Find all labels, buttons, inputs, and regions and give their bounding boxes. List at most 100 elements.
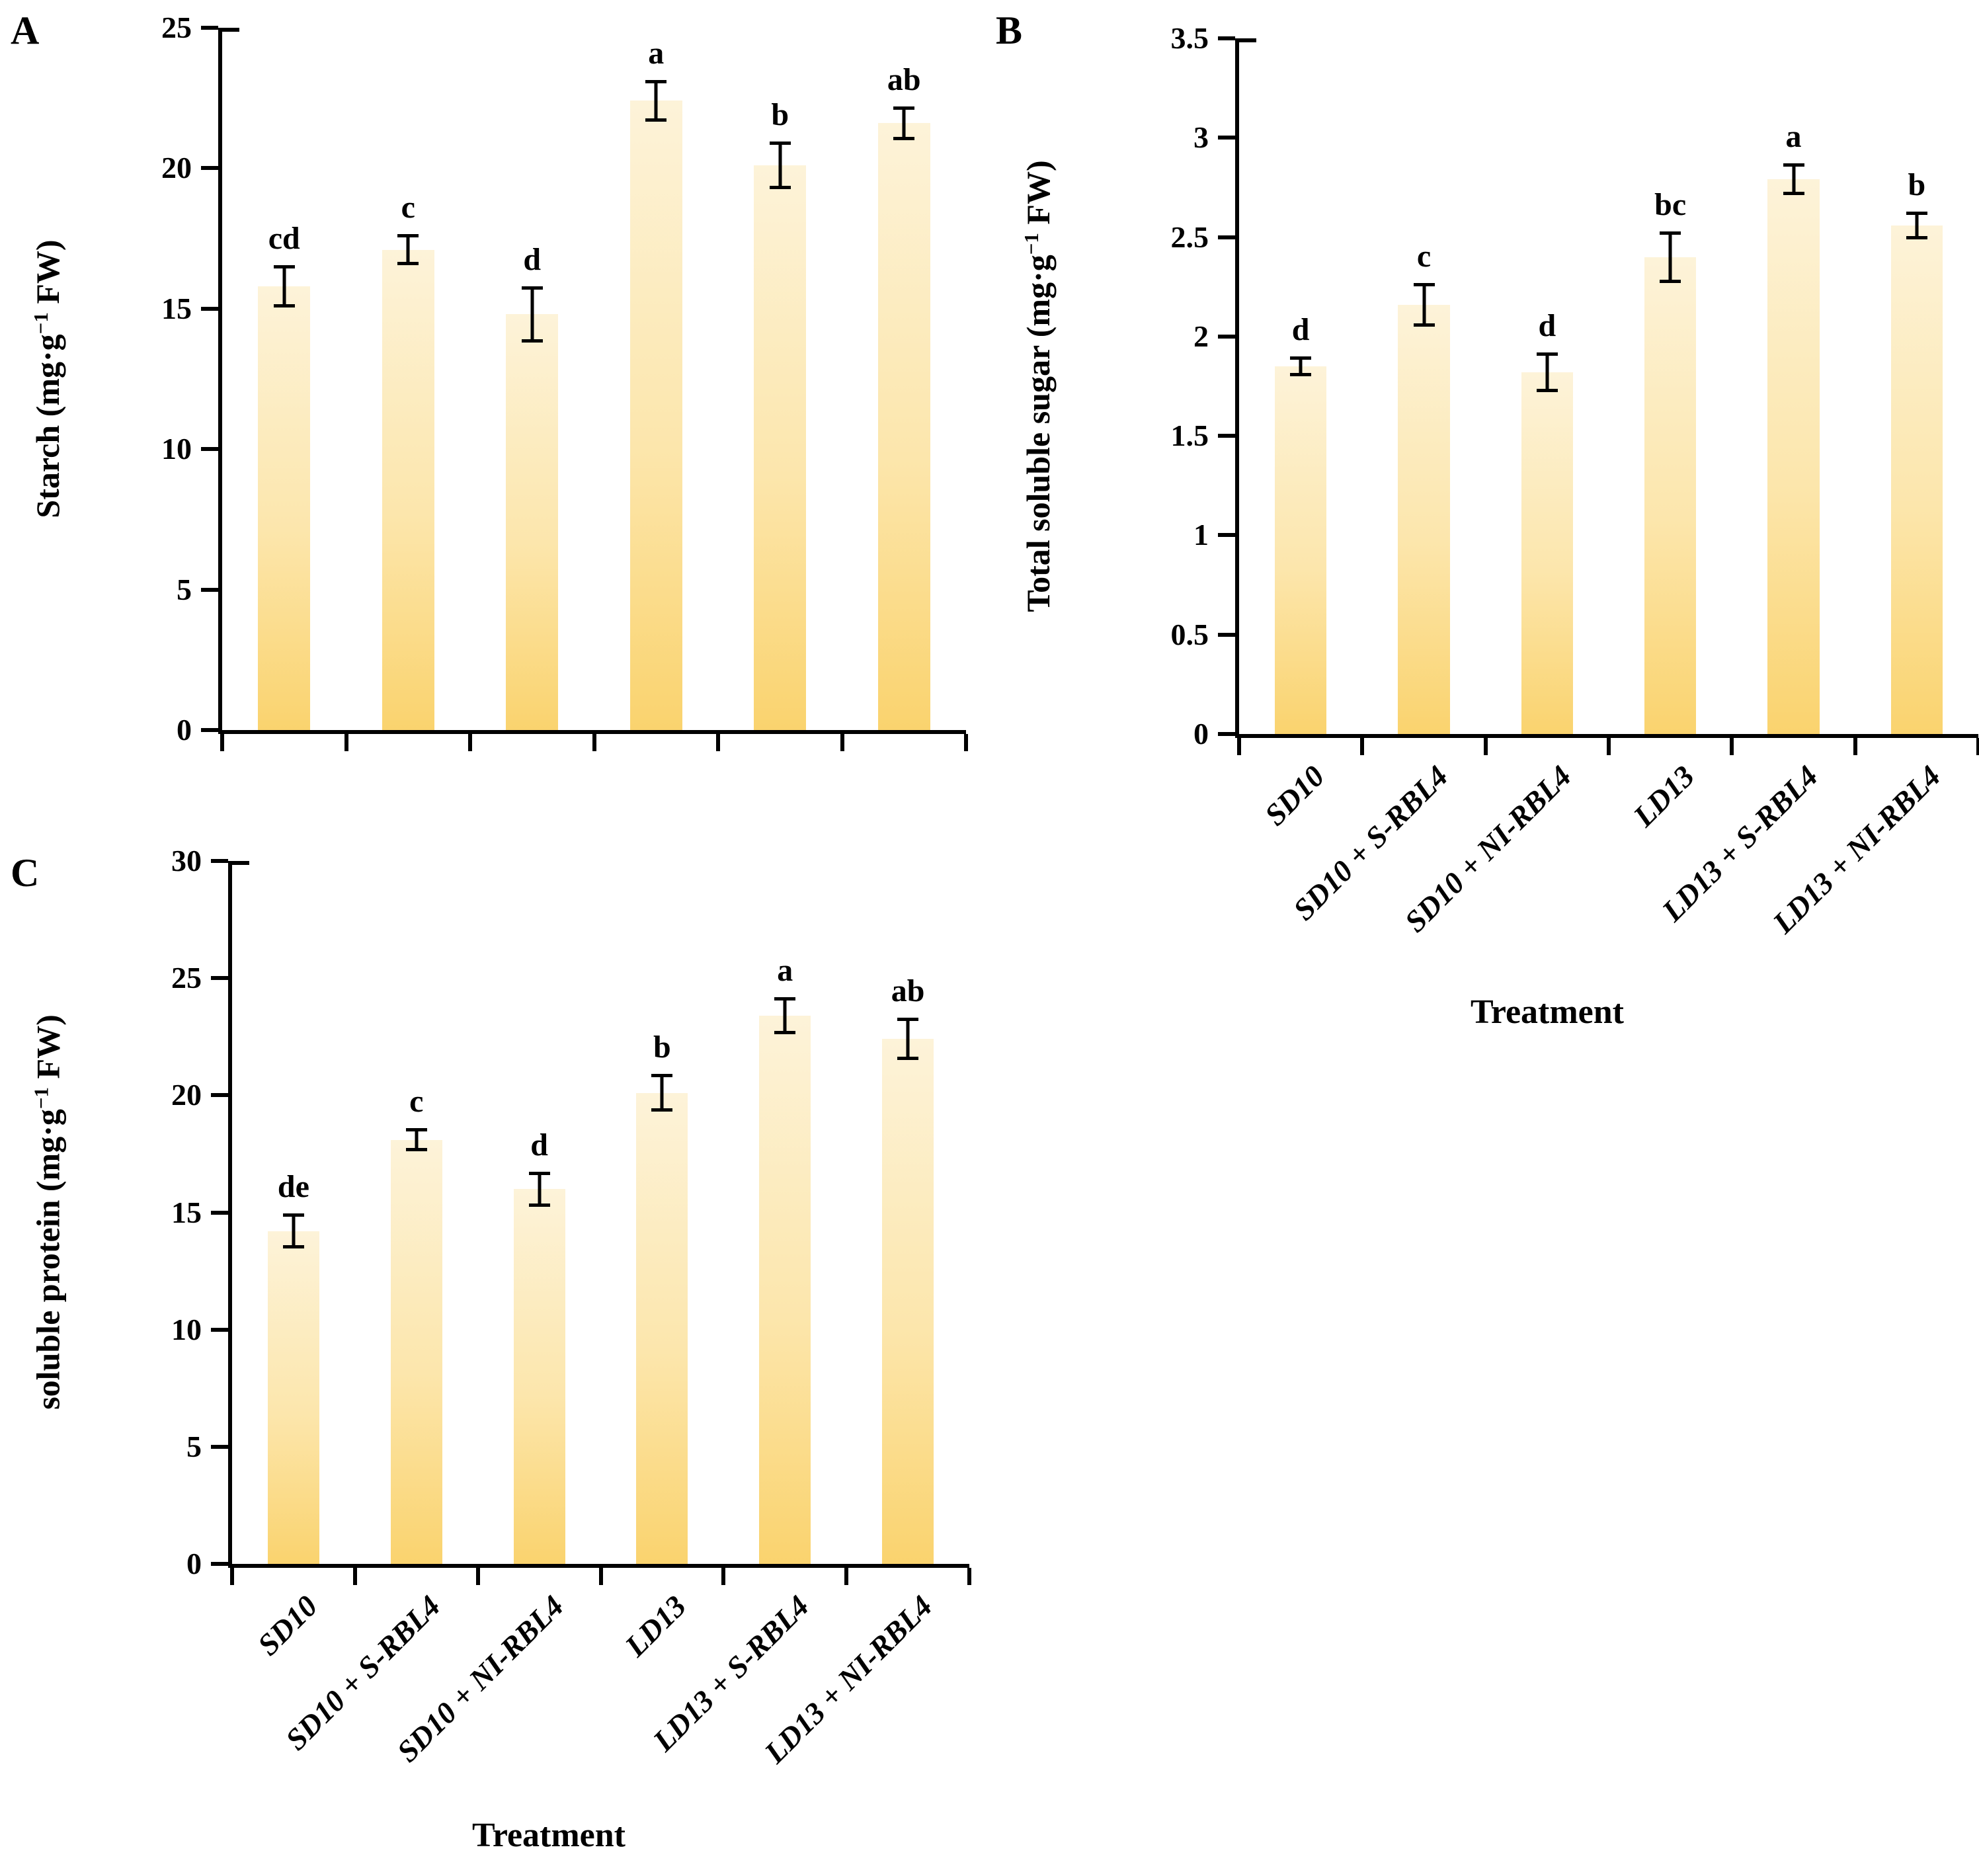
panel-a-x-tick [716,734,720,751]
panel-a: A Starch (mg·g−1 FW) 0 5 10 15 20 25 cd c d a b ab [0,0,992,846]
panel-a-y-tick [201,26,218,30]
panel-c-error-bar-line [292,1213,296,1249]
panel-a-y-axis-title-superscript: −1 [29,312,52,335]
panel-c-y-axis-endcap [232,861,249,865]
panel-c-error-bar-cap-top [282,1213,304,1217]
panel-b-y-tick [1218,533,1235,538]
panel-c-error-bar-ld13-s-rbl4 [774,997,796,1035]
panel-a-error-bar-line [530,286,534,343]
panel-c-bar-sd10-ni-rbl4 [513,1189,565,1564]
panel-c-sig-letter-ld13-ni-rbl4: ab [891,973,925,1009]
panel-b-y-tick-label: 1.5 [1170,419,1209,453]
panel-c-y-tick [211,1210,228,1215]
panel-c-error-bar-line [660,1074,664,1112]
panel-a-error-bar-cap-top [893,106,915,110]
panel-b-error-bar-cap-top [1906,211,1927,215]
panel-c-x-category-label-sd10: SD10 [251,1588,324,1662]
panel-a-sig-letter-sd10: cd [268,220,300,256]
panel-a-error-bar-line [654,79,658,122]
panel-b-bar-ld13-s-rbl4 [1767,179,1820,734]
panel-b-error-bar-ld13-ni-rbl4 [1906,211,1927,239]
panel-c-y-tick [211,1327,228,1332]
panel-c-sig-letter-ld13: b [653,1030,671,1065]
panel-c-y-axis-title-unit: FW) [29,1014,67,1087]
panel-a-error-bar-cap-bottom [397,261,419,265]
panel-c-error-bar-ld13-ni-rbl4 [897,1018,919,1061]
panel-b-y-tick-label: 1 [1193,518,1209,552]
panel-c-error-bar-cap-top [528,1171,550,1175]
panel-a-y-tick-label: 10 [161,432,192,466]
panel-c-y-tick-label: 10 [171,1312,202,1346]
panel-c-bar-sd10 [267,1231,319,1564]
panel-b-error-bar-line [1668,231,1672,283]
panel-c-bar-sd10-s-rbl4 [390,1139,442,1564]
panel-c-error-bar-cap-bottom [651,1108,673,1112]
panel-b-x-tick [1607,738,1611,755]
panel-a-y-tick-label: 15 [161,291,192,325]
panel-a-bar-sd10-s-rbl4 [382,249,434,730]
panel-a-error-bar-cap-bottom [645,118,667,122]
panel-b-x-tick [1483,738,1488,755]
panel-c-error-bar-sd10-ni-rbl4 [528,1171,550,1207]
panel-a-error-bar-cap-top [645,79,667,83]
panel-b-error-bar-cap-top [1536,352,1558,356]
panel-b-error-bar-line [1422,282,1426,327]
panel-c-bar-ld13-s-rbl4 [759,1015,811,1564]
panel-c-y-tick [211,859,228,863]
panel-c-x-tick [475,1568,480,1585]
panel-a-error-bar-sd10 [273,265,295,307]
panel-c-error-bar-ld13 [651,1074,673,1112]
panel-a-error-bar-cap-bottom [273,304,295,307]
panel-a-error-bar-cap-top [521,286,543,290]
panel-b-error-bar-cap-top [1660,231,1681,235]
panel-a-error-bar-cap-bottom [769,186,791,190]
panel-b-y-tick-label: 3 [1193,120,1209,155]
panel-a-sig-letter-ld13: a [648,35,665,71]
panel-c-y-tick [211,1562,228,1566]
panel-b-error-bar-sd10-s-rbl4 [1413,282,1435,327]
panel-b-x-tick [1853,738,1857,755]
panel-b-bar-sd10 [1275,366,1327,734]
panel-a-bar-ld13-ni-rbl4 [877,123,930,730]
panel-c-error-bar-line [783,997,787,1035]
panel-b-x-tick [1730,738,1734,755]
panel-b-error-bar-line [1299,356,1303,376]
panel-b-x-category-label-sd10: SD10 [1258,758,1332,833]
panel-c-error-bar-cap-bottom [897,1057,919,1061]
panel-c-sig-letter-sd10-s-rbl4: c [409,1083,424,1119]
panel-c-x-tick [352,1568,357,1585]
panel-a-error-bar-sd10-s-rbl4 [397,234,419,265]
panel-c-y-axis-title: soluble protein (mg·g−1 FW) [22,861,67,1564]
panel-c-y-tick-label: 5 [186,1429,202,1463]
panel-c-error-bar-line [415,1127,419,1152]
panel-b-y-axis-endcap [1239,38,1256,42]
panel-c-error-bar-cap-bottom [528,1203,550,1207]
panel-c-x-category-label-ld13: LD13 [618,1588,693,1663]
panel-c-y-tick [211,1093,228,1098]
panel-a-y-axis-title-unit: FW) [29,239,67,313]
panel-c-error-bar-cap-bottom [774,1031,796,1035]
panel-c-x-tick [598,1568,603,1585]
panel-a-y-axis-endcap [222,28,239,32]
panel-a-sig-letter-ld13-ni-rbl4: ab [887,61,921,97]
panel-c-plot-area: 0 5 10 15 20 25 30 de SD10 c SD10 + S-RBL4 d SD10 + … [171,846,971,1770]
panel-b-x-category-label-ld13: LD13 [1627,758,1701,833]
panel-a-sig-letter-ld13-s-rbl4: b [771,97,789,133]
panel-b-error-bar-cap-bottom [1906,235,1927,239]
panel-b-y-tick-label: 2.5 [1170,220,1209,254]
panel-b-sig-letter-ld13: bc [1654,186,1687,222]
panel-c-error-bar-cap-bottom [405,1148,427,1152]
panel-a-bar-sd10 [258,286,311,730]
panel-b-sig-letter-sd10: d [1291,311,1310,347]
panel-a-y-tick [201,728,218,732]
panel-a-x-tick [964,734,968,751]
panel-a-error-bar-ld13 [645,79,667,122]
panel-a-error-bar-line [406,234,410,265]
panel-c-error-bar-cap-top [774,997,796,1000]
panel-a-x-tick [592,734,596,751]
panel-c-sig-letter-ld13-s-rbl4: a [777,952,793,988]
panel-b-x-tick [1360,738,1365,755]
panel-c-error-bar-cap-bottom [282,1245,304,1249]
panel-a-y-tick [201,306,218,311]
